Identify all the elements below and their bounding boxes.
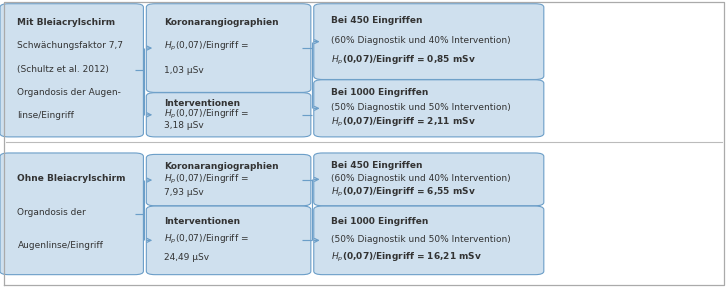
- Text: $H_p$(0,07)/Eingriff = 0,85 mSv: $H_p$(0,07)/Eingriff = 0,85 mSv: [331, 54, 476, 67]
- FancyBboxPatch shape: [0, 153, 143, 275]
- FancyBboxPatch shape: [314, 206, 544, 275]
- Text: $H_p$(0,07)/Eingriff = 2,11 mSv: $H_p$(0,07)/Eingriff = 2,11 mSv: [331, 116, 476, 129]
- Text: (60% Diagnostik und 40% Intervention): (60% Diagnostik und 40% Intervention): [331, 174, 511, 183]
- Text: Koronarangiographien: Koronarangiographien: [164, 162, 278, 171]
- Text: Organdosis der Augen-: Organdosis der Augen-: [17, 88, 122, 97]
- Text: Organdosis der: Organdosis der: [17, 208, 86, 217]
- FancyBboxPatch shape: [314, 153, 544, 206]
- Text: 3,18 µSv: 3,18 µSv: [164, 121, 204, 130]
- Text: (Schultz et al. 2012): (Schultz et al. 2012): [17, 65, 109, 74]
- Text: $H_p$(0,07)/Eingriff =: $H_p$(0,07)/Eingriff =: [164, 40, 248, 53]
- Text: Augenlinse/Eingriff: Augenlinse/Eingriff: [17, 241, 103, 250]
- FancyBboxPatch shape: [146, 93, 311, 137]
- Text: Schwächungsfaktor 7,7: Schwächungsfaktor 7,7: [17, 41, 124, 50]
- Text: Mit Bleiacrylschirm: Mit Bleiacrylschirm: [17, 18, 116, 27]
- Text: $H_p$(0,07)/Eingriff =: $H_p$(0,07)/Eingriff =: [164, 173, 248, 186]
- FancyBboxPatch shape: [0, 4, 143, 137]
- Text: Koronarangiographien: Koronarangiographien: [164, 18, 278, 27]
- FancyBboxPatch shape: [146, 206, 311, 275]
- Text: Interventionen: Interventionen: [164, 99, 240, 108]
- Text: 7,93 µSv: 7,93 µSv: [164, 188, 204, 197]
- Text: 1,03 µSv: 1,03 µSv: [164, 66, 204, 75]
- Text: (50% Diagnostik und 50% Intervention): (50% Diagnostik und 50% Intervention): [331, 235, 511, 244]
- FancyBboxPatch shape: [314, 4, 544, 79]
- Text: Ohne Bleiacrylschirm: Ohne Bleiacrylschirm: [17, 174, 126, 183]
- FancyBboxPatch shape: [146, 4, 311, 92]
- Text: Bei 1000 Eingriffen: Bei 1000 Eingriffen: [331, 217, 429, 226]
- Text: Bei 450 Eingriffen: Bei 450 Eingriffen: [331, 161, 423, 170]
- Text: (50% Diagnostik und 50% Intervention): (50% Diagnostik und 50% Intervention): [331, 103, 511, 112]
- Text: (60% Diagnostik und 40% Intervention): (60% Diagnostik und 40% Intervention): [331, 36, 511, 45]
- Text: Interventionen: Interventionen: [164, 217, 240, 226]
- Text: $H_p$(0,07)/Eingriff = 16,21 mSv: $H_p$(0,07)/Eingriff = 16,21 mSv: [331, 251, 483, 264]
- Text: $H_p$(0,07)/Eingriff =: $H_p$(0,07)/Eingriff =: [164, 233, 248, 246]
- Text: 24,49 µSv: 24,49 µSv: [164, 253, 209, 262]
- FancyBboxPatch shape: [314, 80, 544, 137]
- FancyBboxPatch shape: [146, 154, 311, 206]
- Text: $H_p$(0,07)/Eingriff = 6,55 mSv: $H_p$(0,07)/Eingriff = 6,55 mSv: [331, 186, 476, 199]
- Text: Bei 450 Eingriffen: Bei 450 Eingriffen: [331, 16, 423, 25]
- Text: linse/Eingriff: linse/Eingriff: [17, 111, 74, 121]
- Text: $H_p$(0,07)/Eingriff =: $H_p$(0,07)/Eingriff =: [164, 108, 248, 121]
- Text: Bei 1000 Eingriffen: Bei 1000 Eingriffen: [331, 88, 429, 97]
